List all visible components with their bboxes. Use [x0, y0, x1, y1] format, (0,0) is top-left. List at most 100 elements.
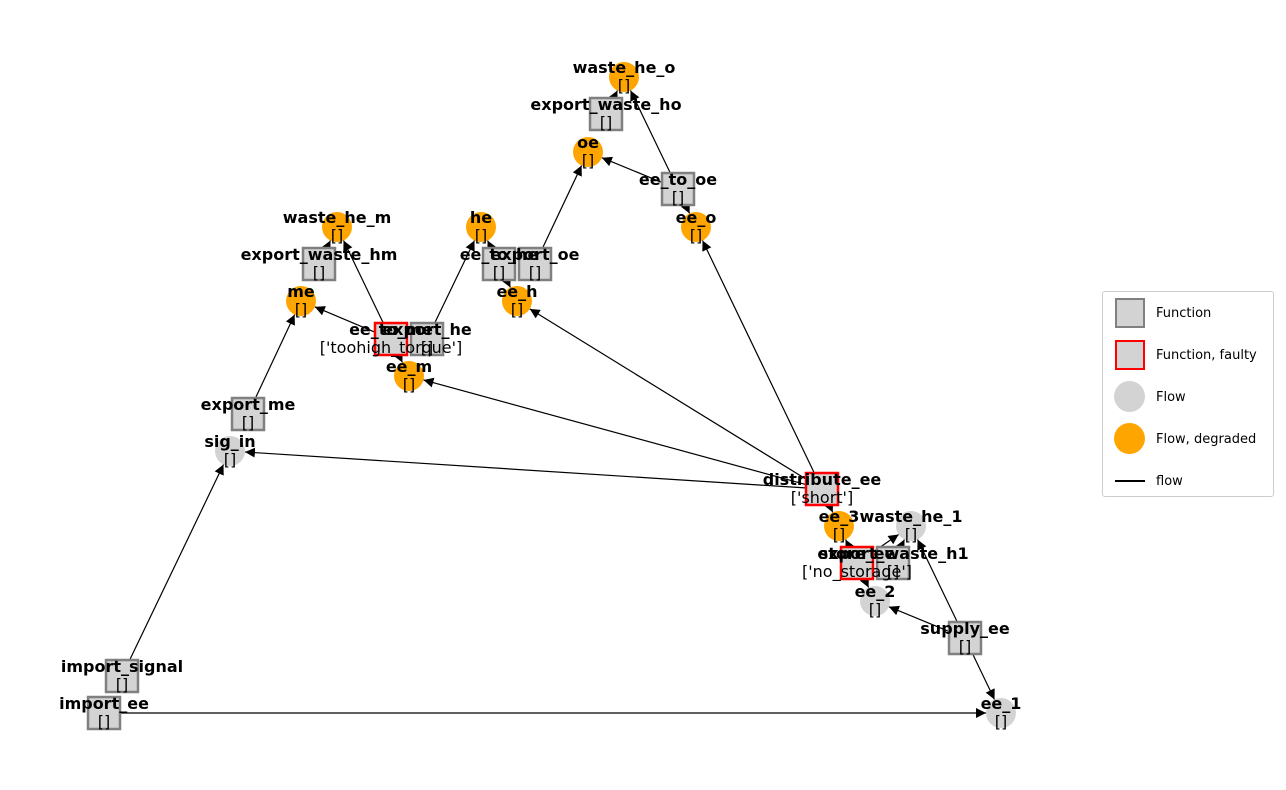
node-label-waste_he_o: waste_he_o [573, 58, 676, 77]
edge-store_ee-to-ee_2 [859, 576, 870, 588]
node-state-ee_to_he: [] [493, 263, 505, 282]
node-state-waste_he_m: [] [331, 226, 343, 245]
node-label-ee_to_he: ee_to_he [460, 245, 539, 264]
node-label-supply_ee: supply_ee [920, 619, 1010, 638]
edge-export_he-to-he [434, 240, 476, 323]
flow-node-waste_he_o [609, 62, 639, 92]
function-node-ee_to_he [481, 246, 517, 282]
edge-ee_to_oe-to-ee_o [680, 202, 691, 214]
function-node-export_waste_hm [301, 246, 337, 282]
node-state-ee_to_oe: [] [672, 188, 684, 207]
node-label-store_ee: store_ee [819, 544, 896, 563]
node-state-import_ee: [] [98, 712, 110, 731]
node-state-supply_ee: [] [959, 637, 971, 656]
node-label-import_signal: import_signal [61, 657, 183, 676]
legend-item-flow: Flow [1113, 380, 1186, 414]
function-node-distribute_ee [804, 471, 840, 507]
node-state-distribute_ee: ['short'] [791, 488, 853, 507]
node-label-ee_m: ee_m [386, 357, 432, 376]
node-state-export_he: [] [421, 338, 433, 357]
node-label-waste_he_m: waste_he_m [283, 208, 392, 227]
node-label-export_waste_h1: export_waste_h1 [817, 544, 968, 563]
legend-label-edge: flow [1156, 473, 1183, 489]
function-node-export_me [230, 396, 266, 432]
node-label-export_he: export_he [382, 320, 472, 339]
node-label-import_ee: import_ee [59, 694, 149, 713]
node-label-export_waste_ho: export_waste_ho [530, 95, 681, 114]
edge-export_me-to-me [255, 314, 296, 398]
edge-ee_to_me-to-waste_he_m [342, 240, 384, 323]
function-node-ee_to_me [373, 321, 409, 357]
node-state-export_waste_ho: [] [600, 113, 612, 132]
node-state-import_signal: [] [116, 675, 128, 694]
node-state-export_waste_h1: [] [887, 562, 899, 581]
node-label-ee_h: ee_h [496, 282, 537, 301]
node-label-me: me [287, 282, 315, 301]
function-node-import_ee [86, 695, 122, 731]
flow-node-ee_o [681, 212, 711, 242]
edge-ee_to_me-to-ee_m [393, 351, 403, 363]
node-state-ee_h: [] [511, 300, 523, 319]
nodes-layer [86, 62, 1016, 731]
edge-import_signal-to-sig_in [129, 464, 225, 660]
edge-ee_to_he-to-he [487, 240, 497, 252]
node-state-ee_o: [] [690, 226, 702, 245]
flow-node-ee_h [502, 286, 532, 316]
node-label-ee_to_me: ee_to_me [349, 320, 433, 339]
node-label-export_oe: export_oe [491, 245, 580, 264]
legend-item-flow-degraded: Flow, degraded [1113, 422, 1256, 456]
function-node-supply_ee [947, 620, 983, 656]
node-state-waste_he_o: [] [618, 76, 630, 95]
node-state-waste_he_1: [] [905, 525, 917, 544]
node-state-sig_in: [] [224, 450, 236, 469]
flow-node-he [466, 212, 496, 242]
node-state-store_ee: ['no_storage'] [802, 562, 912, 582]
node-label-ee_2: ee_2 [855, 582, 896, 601]
node-state-export_oe: [] [529, 263, 541, 282]
node-state-export_me: [] [242, 413, 254, 432]
legend-item-function: Function [1113, 296, 1211, 330]
edge-ee_to_oe-to-oe [601, 156, 662, 183]
function-node-export_oe [517, 246, 553, 282]
labels-layer: import_ee[]import_signal[]supply_ee[]sto… [59, 58, 1021, 731]
edges-layer [121, 90, 996, 718]
flow-node-waste_he_1 [896, 511, 926, 541]
node-label-waste_he_1: waste_he_1 [860, 507, 963, 526]
edge-distribute_ee-to-sig_in [244, 447, 806, 489]
legend-label-flow-degraded: Flow, degraded [1156, 431, 1257, 447]
edge-ee_to_oe-to-waste_he_o [629, 90, 671, 173]
node-state-me: [] [295, 300, 307, 319]
function-swatch-icon [1113, 296, 1147, 330]
node-state-ee_1: [] [995, 712, 1007, 731]
flow-node-ee_3 [824, 511, 854, 541]
function-node-store_ee [839, 545, 875, 581]
flow-node-ee_m [394, 361, 424, 391]
faulty-function-swatch-icon [1113, 338, 1147, 372]
node-label-ee_o: ee_o [676, 208, 717, 227]
legend-label-function-faulty: Function, faulty [1156, 347, 1257, 363]
edge-store_ee-to-ee_3 [845, 539, 855, 551]
edge-export_waste_ho-to-waste_he_o [608, 90, 618, 102]
edge-ee_to_me-to-me [314, 306, 375, 333]
edge-supply_ee-to-ee_1 [972, 654, 996, 700]
flow-node-ee_2 [860, 586, 890, 616]
function-node-export_he [409, 321, 445, 357]
edge-export_oe-to-oe [542, 165, 583, 248]
flow-node-sig_in [215, 436, 245, 466]
edge-distribute_ee-to-ee_o [701, 240, 815, 473]
flow-node-me [286, 286, 316, 316]
edge-ee_to_he-to-ee_h [501, 276, 511, 288]
edge-line-icon [1113, 464, 1147, 498]
legend-item-edge: flow [1113, 464, 1183, 498]
legend: Function Function, faulty Flow Flow, deg… [1102, 291, 1274, 497]
node-label-ee_to_oe: ee_to_oe [639, 170, 717, 189]
flow-node-waste_he_m [322, 212, 352, 242]
legend-label-flow: Flow [1156, 389, 1186, 405]
degraded-flow-swatch-icon [1113, 422, 1147, 456]
node-state-ee_3: [] [833, 525, 845, 544]
flow-node-oe [573, 137, 603, 167]
node-label-he: he [470, 208, 492, 227]
node-label-ee_1: ee_1 [981, 694, 1022, 713]
node-label-export_me: export_me [201, 395, 296, 414]
